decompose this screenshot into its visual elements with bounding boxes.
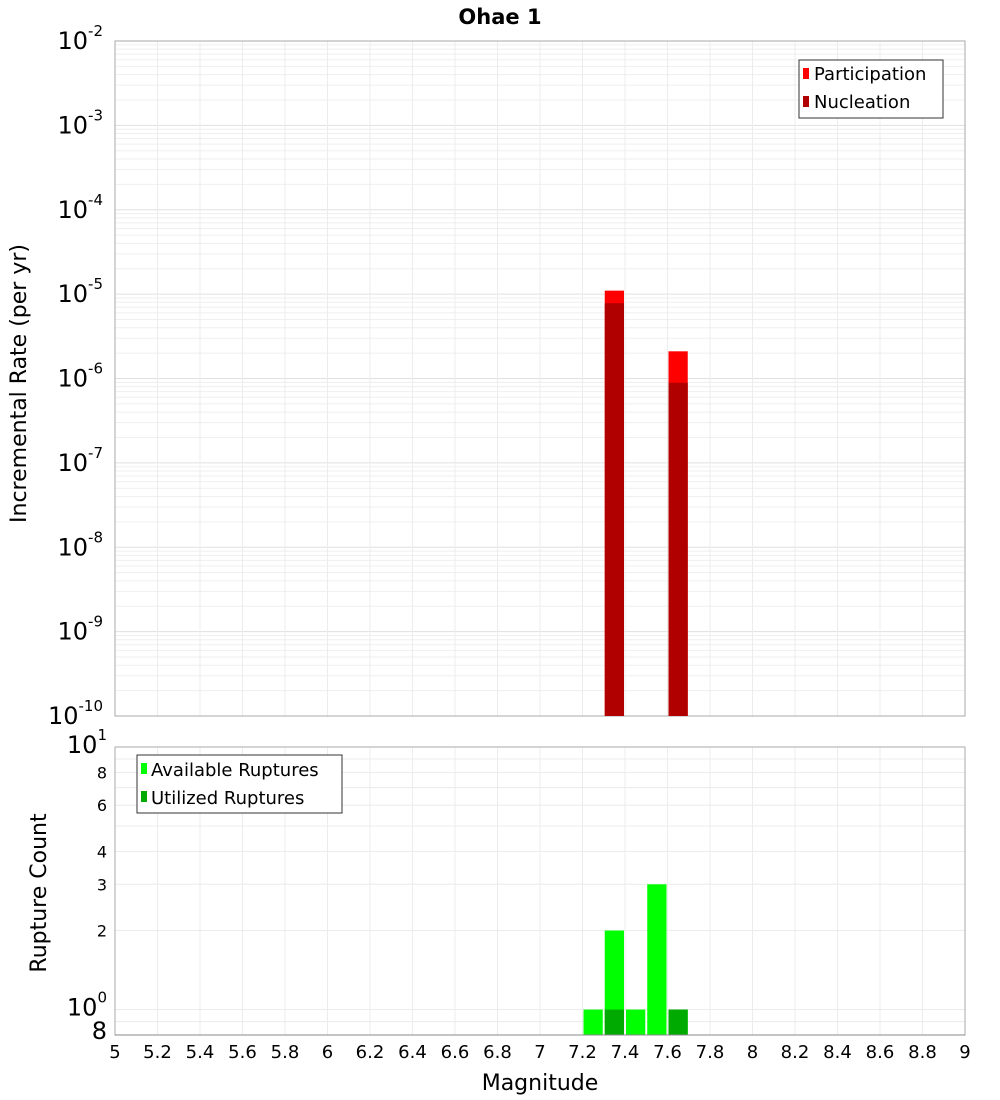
x-tick-label: 8.6 bbox=[866, 1042, 895, 1063]
legend-label: Available Ruptures bbox=[151, 760, 319, 781]
y-tick-label: 10-7 bbox=[57, 444, 103, 477]
bar-available-ruptures bbox=[626, 1009, 646, 1035]
x-tick-label: 6.4 bbox=[398, 1042, 427, 1063]
x-tick-label: 5 bbox=[109, 1042, 120, 1063]
x-tick-label: 6 bbox=[322, 1042, 333, 1063]
x-tick-label: 9 bbox=[959, 1042, 970, 1063]
y-tick-label: 10-10 bbox=[48, 697, 103, 730]
legend-top bbox=[798, 59, 944, 119]
x-tick-label: 7.8 bbox=[696, 1042, 725, 1063]
y-tick-label: 101 bbox=[67, 726, 107, 759]
x-axis-label: Magnitude bbox=[482, 1071, 599, 1096]
y-tick-label: 8 bbox=[92, 1017, 107, 1045]
x-tick-label: 6.6 bbox=[441, 1042, 470, 1063]
y-tick-label: 10-2 bbox=[57, 22, 103, 55]
plot-area-top bbox=[114, 40, 966, 717]
legend-label: Utilized Ruptures bbox=[151, 788, 304, 809]
y-tick-label: 2 bbox=[97, 922, 107, 941]
legend-swatch bbox=[803, 96, 809, 107]
chart-title: Ohae 1 bbox=[458, 5, 541, 29]
bar-available-ruptures bbox=[583, 1009, 603, 1035]
x-tick-label: 6.8 bbox=[483, 1042, 512, 1063]
x-tick-label: 7 bbox=[534, 1042, 545, 1063]
bar-available-ruptures bbox=[604, 930, 624, 1035]
x-tick-label: 5.8 bbox=[271, 1042, 300, 1063]
y-tick-label: 4 bbox=[97, 842, 107, 861]
y-tick-label: 10-9 bbox=[57, 613, 103, 646]
x-tick-label: 7.6 bbox=[653, 1042, 682, 1063]
x-tick-label: 5.2 bbox=[143, 1042, 172, 1063]
y-tick-label: 10-5 bbox=[57, 275, 103, 308]
legend-swatch bbox=[141, 791, 147, 802]
legend-label: Participation bbox=[814, 64, 926, 85]
y-tick-label: 10-8 bbox=[57, 528, 103, 561]
y-tick-label: 10-3 bbox=[57, 106, 103, 139]
x-tick-label: 8.8 bbox=[908, 1042, 937, 1063]
y-tick-label: 3 bbox=[97, 875, 107, 894]
bar-utilized-ruptures bbox=[604, 1009, 624, 1035]
x-tick-label: 8 bbox=[747, 1042, 758, 1063]
legend-swatch bbox=[803, 68, 809, 79]
legend-swatch bbox=[141, 763, 147, 774]
x-tick-label: 8.2 bbox=[781, 1042, 810, 1063]
x-tick-label: 5.6 bbox=[228, 1042, 257, 1063]
x-tick-label: 8.4 bbox=[823, 1042, 852, 1063]
y-tick-label: 8 bbox=[97, 763, 107, 782]
bar-nucleation bbox=[668, 382, 688, 716]
y-axis-label-top: Incremental Rate (per yr) bbox=[7, 244, 32, 523]
y-tick-label: 6 bbox=[97, 796, 107, 815]
x-tick-label: 5.4 bbox=[186, 1042, 215, 1063]
legend-bottom bbox=[136, 754, 343, 814]
bar-available-ruptures bbox=[647, 884, 667, 1035]
y-tick-label: 100 bbox=[67, 989, 107, 1022]
x-tick-label: 6.2 bbox=[356, 1042, 385, 1063]
bar-utilized-ruptures bbox=[668, 1009, 688, 1035]
bar-nucleation bbox=[604, 303, 624, 716]
legend-label: Nucleation bbox=[814, 92, 910, 113]
y-tick-label: 10-6 bbox=[57, 360, 103, 393]
x-tick-label: 7.4 bbox=[611, 1042, 640, 1063]
y-axis-label-bottom: Rupture Count bbox=[27, 813, 52, 973]
y-tick-label: 10-4 bbox=[57, 191, 103, 224]
x-tick-label: 7.2 bbox=[568, 1042, 597, 1063]
